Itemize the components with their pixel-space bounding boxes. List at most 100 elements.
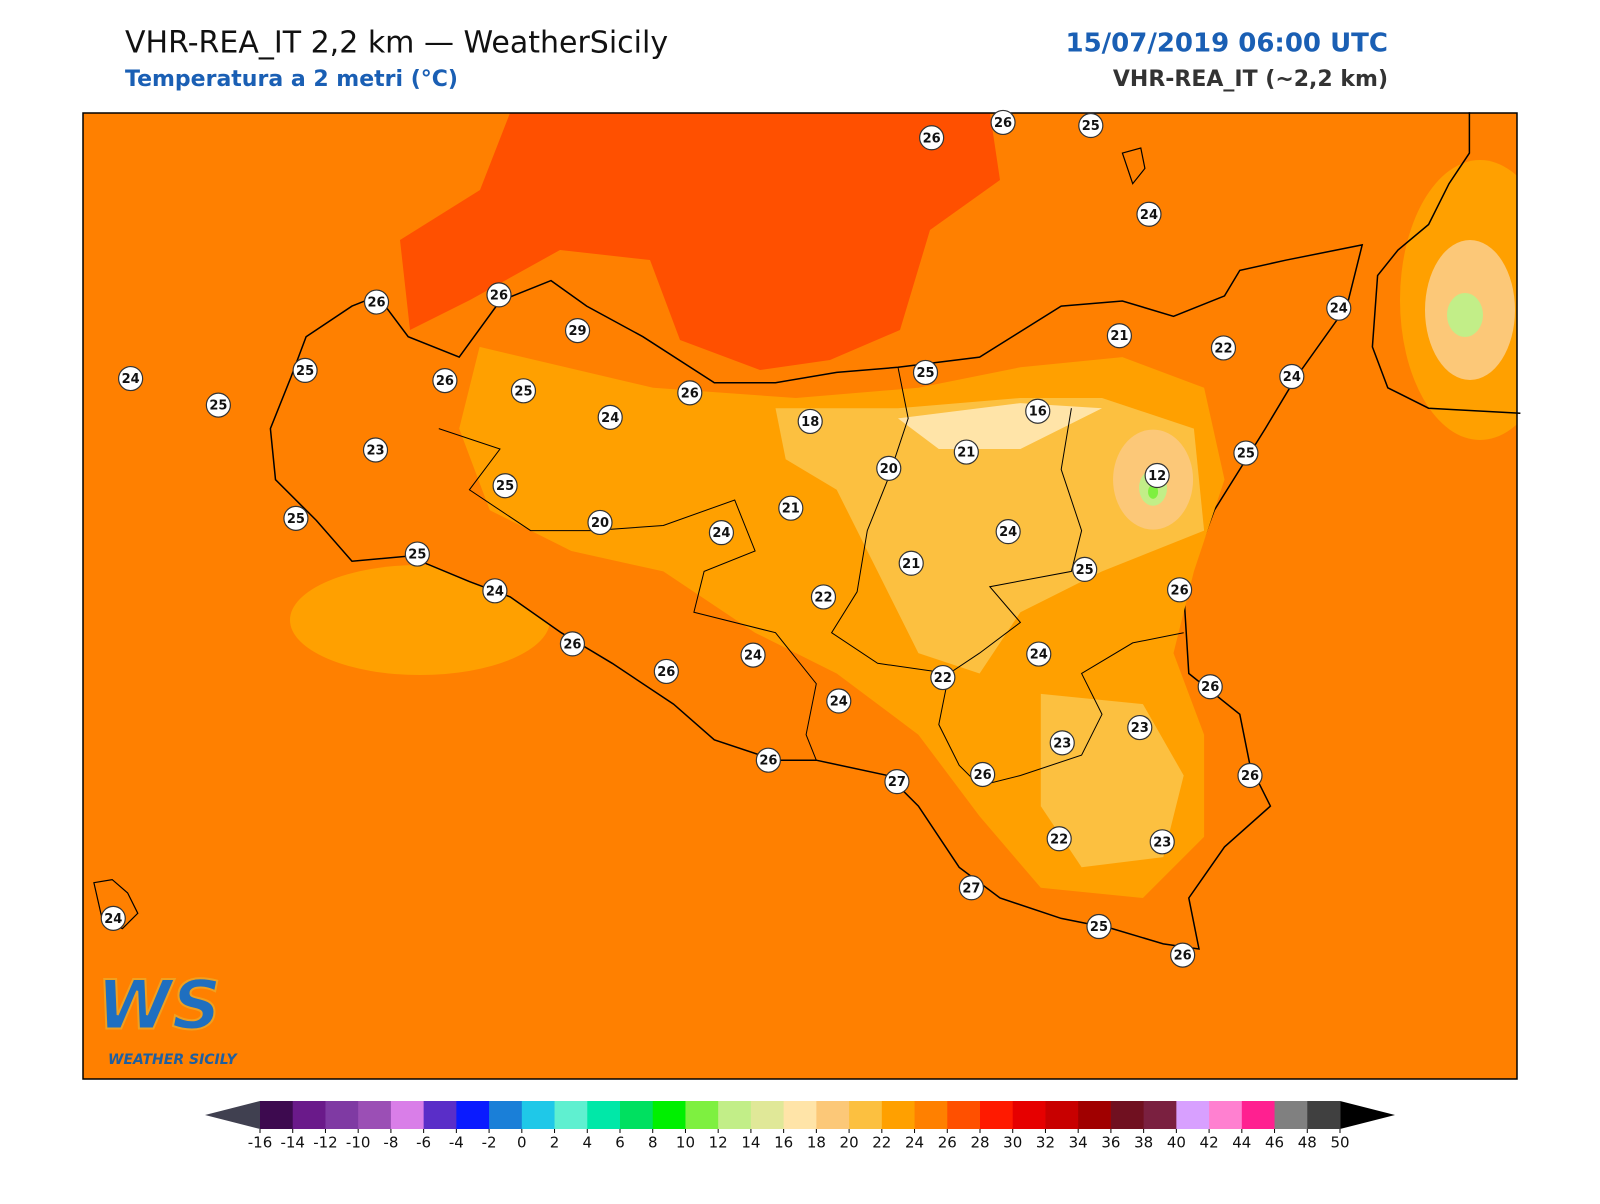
colorbar-tick-label: 10 [676, 1134, 695, 1152]
station-marker [1046, 826, 1072, 852]
station-value: 22 [1050, 832, 1068, 847]
model-label: VHR-REA_IT (~2,2 km) [1113, 67, 1388, 92]
station: 23 [1127, 714, 1153, 741]
station: 26 [559, 631, 586, 657]
station: 25 [1086, 913, 1112, 940]
station-value: 25 [916, 366, 934, 381]
station-value: 25 [209, 399, 227, 414]
station-marker [559, 631, 586, 657]
colorbar-tick-label: 46 [1265, 1134, 1284, 1152]
colorbar-bin [521, 1101, 556, 1129]
colorbar-bin [980, 1101, 1014, 1129]
colorbar-bin [718, 1101, 752, 1129]
logo-text: WS [97, 967, 221, 1046]
colorbar-tick-label: 26 [938, 1134, 957, 1152]
station: 22 [1210, 335, 1237, 361]
colorbar-bin [554, 1101, 588, 1129]
station-value: 24 [104, 912, 122, 927]
station-marker [912, 359, 939, 386]
station: 12 [1144, 462, 1170, 489]
colorbar-bin [1274, 1101, 1308, 1129]
station-value: 27 [962, 881, 980, 896]
station: 26 [432, 368, 458, 394]
station-marker [492, 473, 518, 499]
colorbar-bin [260, 1101, 294, 1129]
station-value: 26 [1201, 680, 1219, 695]
station-value: 26 [759, 754, 777, 769]
station-marker [1197, 674, 1223, 700]
colorbar-bin [325, 1101, 359, 1129]
colorbar-tick-label: 40 [1167, 1134, 1186, 1152]
station-value: 24 [1140, 208, 1158, 223]
colorbar-bin [456, 1101, 490, 1129]
colorbar-tick-label: 8 [648, 1134, 658, 1152]
station: 26 [653, 658, 679, 685]
station: 29 [564, 318, 591, 344]
province-border [938, 632, 1184, 787]
station-value: 25 [1082, 119, 1100, 134]
station-value: 25 [287, 512, 305, 527]
station-marker [953, 439, 979, 465]
station-marker [653, 658, 679, 685]
station-value: 27 [888, 775, 906, 790]
colorbar-tick-label: -12 [313, 1134, 338, 1152]
colorbar-bin [1110, 1101, 1145, 1129]
station-value: 21 [1110, 329, 1128, 344]
colorbar-bin [750, 1101, 785, 1129]
station-marker [1166, 577, 1193, 603]
colorbar-bin [620, 1101, 654, 1129]
station-value: 25 [496, 479, 514, 494]
colorbar-bin [1307, 1101, 1341, 1129]
station-value: 26 [1241, 769, 1259, 784]
colorbar-tick-label: 50 [1330, 1134, 1349, 1152]
station-marker [1233, 440, 1259, 466]
station: 21 [953, 439, 979, 465]
station-value: 25 [1076, 563, 1094, 578]
station-marker [740, 642, 766, 668]
field-blob [898, 403, 1102, 449]
station: 24 [740, 642, 766, 668]
station-value: 24 [1283, 370, 1301, 385]
province-border [438, 428, 592, 532]
station: 24 [995, 519, 1021, 545]
station: 24 [1026, 641, 1052, 667]
station-value: 24 [744, 649, 762, 664]
colorbar-bin [1176, 1101, 1210, 1129]
station-marker [1237, 762, 1263, 789]
colorbar-bin [849, 1101, 883, 1129]
station-value: 12 [1148, 469, 1166, 484]
station-marker [482, 578, 508, 604]
station: 25 [492, 473, 518, 499]
station: 25 [205, 392, 231, 418]
station-value: 16 [1029, 405, 1047, 420]
colorbar-tick-label: 0 [517, 1134, 527, 1152]
station-value: 26 [1174, 949, 1192, 964]
colorbar-tick-label: 42 [1200, 1134, 1219, 1152]
station: 20 [587, 509, 613, 536]
station: 21 [898, 550, 924, 576]
station: 22 [930, 664, 956, 691]
station-marker [884, 769, 910, 795]
station: 25 [404, 541, 430, 567]
map: WS WEATHER SICILY 26 26 25 24 26 26 29 24 21 22 24… [82, 109, 1521, 1080]
colorbar-tick-label: 34 [1069, 1134, 1088, 1152]
station: 27 [884, 769, 910, 795]
station-value: 25 [296, 364, 314, 379]
station-marker [362, 437, 389, 463]
island [1121, 147, 1146, 185]
station-value: 26 [994, 116, 1012, 131]
station: 26 [970, 761, 996, 788]
station-value: 24 [486, 584, 504, 599]
station-value: 24 [122, 372, 140, 387]
station: 26 [486, 282, 512, 308]
colorbar-bin [947, 1101, 981, 1129]
station-marker [1149, 829, 1175, 855]
colorbar-tick-label: 30 [1003, 1134, 1022, 1152]
station-marker [778, 495, 804, 521]
colorbar: -16 -14 -12 -10 -8 -6 -4 -2 0 2 4 6 8 10 12 14 16 18 20 22 2… [205, 1101, 1395, 1152]
station-marker [810, 584, 837, 610]
station-marker [486, 282, 512, 308]
station-marker [283, 505, 309, 531]
station: 24 [100, 905, 126, 931]
colorbar-tick-label: 18 [807, 1134, 826, 1152]
